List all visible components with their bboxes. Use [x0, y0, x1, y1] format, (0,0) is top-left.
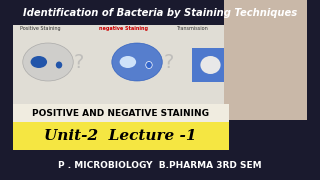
Ellipse shape: [200, 56, 220, 74]
FancyBboxPatch shape: [13, 0, 307, 25]
Text: ?: ?: [164, 53, 174, 71]
Ellipse shape: [112, 43, 162, 81]
FancyBboxPatch shape: [13, 122, 229, 150]
Text: POSITIVE AND NEGATIVE STAINING: POSITIVE AND NEGATIVE STAINING: [32, 109, 209, 118]
Ellipse shape: [31, 56, 47, 68]
Text: negative Staining: negative Staining: [99, 26, 148, 30]
FancyBboxPatch shape: [13, 150, 307, 180]
Text: Transmission: Transmission: [176, 26, 208, 30]
Text: Unit-2  Lecture -1: Unit-2 Lecture -1: [44, 129, 197, 143]
FancyBboxPatch shape: [13, 104, 229, 122]
Text: P . MICROBIOLOGY  B.PHARMA 3RD SEM: P . MICROBIOLOGY B.PHARMA 3RD SEM: [58, 161, 262, 170]
Ellipse shape: [120, 56, 136, 68]
FancyBboxPatch shape: [224, 0, 307, 120]
Ellipse shape: [146, 62, 152, 69]
Ellipse shape: [23, 43, 73, 81]
FancyBboxPatch shape: [192, 48, 229, 82]
Ellipse shape: [56, 62, 62, 69]
Text: Positive Staining: Positive Staining: [20, 26, 61, 30]
FancyBboxPatch shape: [13, 25, 307, 105]
Text: Identification of Bacteria by Staining Techniques: Identification of Bacteria by Staining T…: [23, 8, 297, 18]
Text: ?: ?: [74, 53, 84, 71]
